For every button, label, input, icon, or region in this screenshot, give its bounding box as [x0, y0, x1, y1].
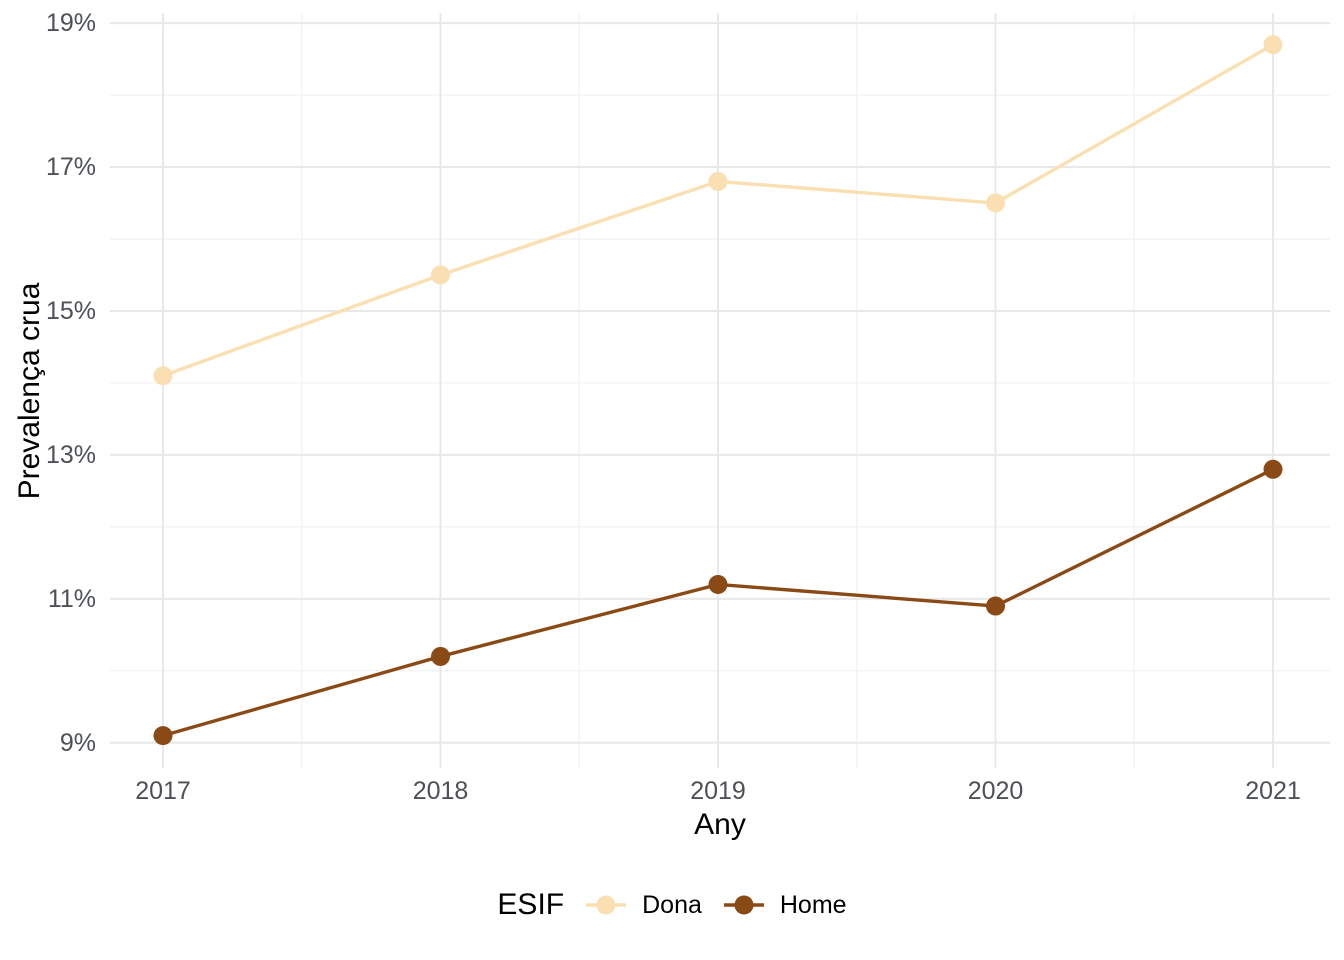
x-tick-label: 2020 [967, 777, 1024, 805]
legend-item-home: Home [723, 890, 847, 920]
y-tick-label: 19% [45, 9, 96, 38]
x-tick-label: 2021 [1245, 777, 1301, 805]
data-point-dona-2020 [986, 193, 1005, 213]
x-axis-title: Any [694, 808, 746, 841]
x-tick-label: 2017 [135, 777, 191, 805]
x-tick-label: 2018 [412, 777, 469, 805]
legend-label: Home [779, 890, 847, 919]
data-point-home-2018 [431, 646, 450, 666]
legend-items: Dona Home [586, 890, 847, 920]
y-tick-label: 9% [59, 728, 96, 757]
y-tick-label: 17% [45, 153, 96, 182]
data-point-home-2020 [986, 596, 1005, 616]
data-point-dona-2017 [153, 366, 173, 386]
legend-key-icon [586, 895, 627, 915]
data-point-home-2017 [153, 726, 173, 746]
legend-item-dona: Dona [586, 891, 702, 920]
legend-title: ESIF [497, 888, 565, 921]
y-axis-title: Prevalença crua [13, 282, 46, 500]
data-point-dona-2018 [431, 265, 450, 285]
data-point-home-2021 [1263, 459, 1283, 479]
data-point-dona-2021 [1263, 35, 1283, 55]
legend-label: Dona [642, 890, 702, 919]
y-tick-label: 15% [45, 296, 96, 325]
x-tick-label: 2019 [690, 777, 746, 805]
data-point-dona-2019 [708, 171, 728, 191]
y-tick-label: 11% [47, 584, 96, 613]
plot-panel [110, 13, 1330, 768]
legend: ESIF Dona Home [0, 888, 1344, 922]
legend-key-icon [723, 895, 764, 915]
y-tick-label: 13% [45, 440, 96, 469]
data-point-home-2019 [708, 574, 728, 594]
